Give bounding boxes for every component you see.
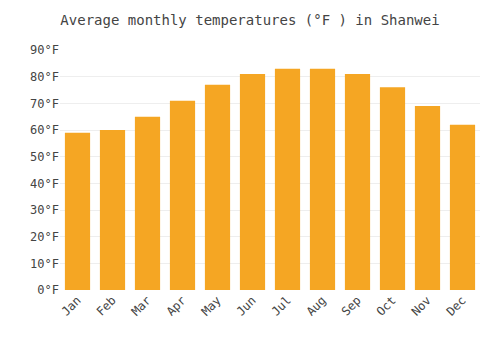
- svg-text:70°F: 70°F: [30, 97, 59, 111]
- svg-text:80°F: 80°F: [30, 70, 59, 84]
- svg-text:May: May: [199, 293, 224, 318]
- svg-text:10°F: 10°F: [30, 257, 59, 271]
- svg-text:30°F: 30°F: [30, 203, 59, 217]
- svg-text:40°F: 40°F: [30, 177, 59, 191]
- svg-text:Aug: Aug: [304, 293, 329, 318]
- svg-text:90°F: 90°F: [30, 43, 59, 57]
- svg-text:Dec: Dec: [444, 293, 469, 318]
- svg-text:60°F: 60°F: [30, 123, 59, 137]
- svg-text:Nov: Nov: [409, 293, 434, 318]
- svg-text:0°F: 0°F: [37, 283, 59, 297]
- svg-text:Mar: Mar: [129, 293, 154, 318]
- svg-text:Jan: Jan: [59, 293, 84, 318]
- svg-text:Sep: Sep: [339, 293, 364, 318]
- svg-text:Average monthly temperatures (: Average monthly temperatures (°F ) in Sh…: [60, 12, 439, 28]
- svg-text:Jun: Jun: [234, 293, 259, 318]
- svg-text:Feb: Feb: [94, 293, 119, 318]
- svg-text:50°F: 50°F: [30, 150, 59, 164]
- svg-text:Jul: Jul: [269, 293, 294, 318]
- svg-text:Oct: Oct: [374, 293, 399, 318]
- svg-text:20°F: 20°F: [30, 230, 59, 244]
- svg-text:Apr: Apr: [164, 293, 189, 318]
